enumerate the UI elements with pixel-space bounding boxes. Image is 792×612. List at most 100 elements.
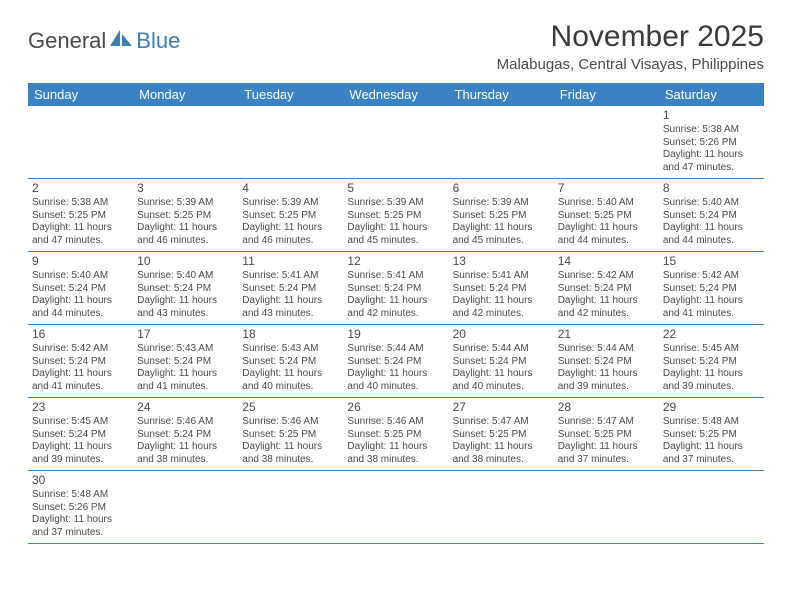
day-ss: Sunset: 5:24 PM <box>347 356 444 369</box>
day-number: 7 <box>558 181 655 196</box>
day-cell: 27Sunrise: 5:47 AMSunset: 5:25 PMDayligh… <box>449 398 554 470</box>
day-d2: and 45 minutes. <box>347 235 444 248</box>
day-ss: Sunset: 5:24 PM <box>663 210 760 223</box>
week-row: 2Sunrise: 5:38 AMSunset: 5:25 PMDaylight… <box>28 179 764 252</box>
day-sr: Sunrise: 5:41 AM <box>453 270 550 283</box>
day-d2: and 39 minutes. <box>32 454 129 467</box>
day-d1: Daylight: 11 hours <box>242 441 339 454</box>
day-cell-empty <box>449 106 554 178</box>
day-sr: Sunrise: 5:39 AM <box>347 197 444 210</box>
day-number: 28 <box>558 400 655 415</box>
day-sr: Sunrise: 5:40 AM <box>32 270 129 283</box>
day-d1: Daylight: 11 hours <box>137 295 234 308</box>
day-d1: Daylight: 11 hours <box>242 295 339 308</box>
day-ss: Sunset: 5:24 PM <box>32 429 129 442</box>
weekday-header: Thursday <box>449 83 554 106</box>
day-cell-empty <box>133 106 238 178</box>
day-cell-empty <box>133 471 238 543</box>
day-d1: Daylight: 11 hours <box>663 368 760 381</box>
day-ss: Sunset: 5:24 PM <box>32 356 129 369</box>
day-number: 10 <box>137 254 234 269</box>
day-sr: Sunrise: 5:47 AM <box>453 416 550 429</box>
day-cell: 12Sunrise: 5:41 AMSunset: 5:24 PMDayligh… <box>343 252 448 324</box>
day-ss: Sunset: 5:25 PM <box>32 210 129 223</box>
day-d2: and 39 minutes. <box>558 381 655 394</box>
day-d2: and 45 minutes. <box>453 235 550 248</box>
day-d2: and 44 minutes. <box>663 235 760 248</box>
day-number: 6 <box>453 181 550 196</box>
day-sr: Sunrise: 5:38 AM <box>663 124 760 137</box>
week-row: 9Sunrise: 5:40 AMSunset: 5:24 PMDaylight… <box>28 252 764 325</box>
day-cell: 20Sunrise: 5:44 AMSunset: 5:24 PMDayligh… <box>449 325 554 397</box>
day-d2: and 39 minutes. <box>663 381 760 394</box>
day-d2: and 38 minutes. <box>242 454 339 467</box>
day-cell: 14Sunrise: 5:42 AMSunset: 5:24 PMDayligh… <box>554 252 659 324</box>
day-d1: Daylight: 11 hours <box>32 368 129 381</box>
weekday-header: Friday <box>554 83 659 106</box>
day-ss: Sunset: 5:25 PM <box>663 429 760 442</box>
day-cell: 4Sunrise: 5:39 AMSunset: 5:25 PMDaylight… <box>238 179 343 251</box>
day-d2: and 47 minutes. <box>32 235 129 248</box>
day-ss: Sunset: 5:24 PM <box>558 283 655 296</box>
day-cell-empty <box>554 471 659 543</box>
day-d1: Daylight: 11 hours <box>558 295 655 308</box>
day-d2: and 38 minutes. <box>347 454 444 467</box>
weekday-header: Monday <box>133 83 238 106</box>
day-ss: Sunset: 5:24 PM <box>453 283 550 296</box>
week-row: 23Sunrise: 5:45 AMSunset: 5:24 PMDayligh… <box>28 398 764 471</box>
day-number: 11 <box>242 254 339 269</box>
brand-sail-icon <box>108 28 134 54</box>
day-cell: 28Sunrise: 5:47 AMSunset: 5:25 PMDayligh… <box>554 398 659 470</box>
day-number: 17 <box>137 327 234 342</box>
day-number: 15 <box>663 254 760 269</box>
weekday-header: Saturday <box>659 83 764 106</box>
day-sr: Sunrise: 5:46 AM <box>242 416 339 429</box>
day-cell: 3Sunrise: 5:39 AMSunset: 5:25 PMDaylight… <box>133 179 238 251</box>
day-ss: Sunset: 5:24 PM <box>137 429 234 442</box>
day-number: 9 <box>32 254 129 269</box>
day-cell-empty <box>554 106 659 178</box>
day-d2: and 41 minutes. <box>32 381 129 394</box>
day-d2: and 42 minutes. <box>347 308 444 321</box>
day-number: 19 <box>347 327 444 342</box>
day-sr: Sunrise: 5:42 AM <box>32 343 129 356</box>
day-sr: Sunrise: 5:45 AM <box>663 343 760 356</box>
day-sr: Sunrise: 5:42 AM <box>558 270 655 283</box>
day-ss: Sunset: 5:24 PM <box>663 356 760 369</box>
day-d2: and 43 minutes. <box>242 308 339 321</box>
day-d1: Daylight: 11 hours <box>558 368 655 381</box>
day-d1: Daylight: 11 hours <box>558 441 655 454</box>
day-ss: Sunset: 5:25 PM <box>453 210 550 223</box>
day-d2: and 40 minutes. <box>347 381 444 394</box>
day-cell: 10Sunrise: 5:40 AMSunset: 5:24 PMDayligh… <box>133 252 238 324</box>
day-d1: Daylight: 11 hours <box>137 368 234 381</box>
day-number: 23 <box>32 400 129 415</box>
day-sr: Sunrise: 5:41 AM <box>242 270 339 283</box>
day-ss: Sunset: 5:24 PM <box>663 283 760 296</box>
day-cell: 6Sunrise: 5:39 AMSunset: 5:25 PMDaylight… <box>449 179 554 251</box>
day-d2: and 41 minutes. <box>137 381 234 394</box>
day-cell: 17Sunrise: 5:43 AMSunset: 5:24 PMDayligh… <box>133 325 238 397</box>
day-d1: Daylight: 11 hours <box>453 295 550 308</box>
day-number: 26 <box>347 400 444 415</box>
week-row: 30Sunrise: 5:48 AMSunset: 5:26 PMDayligh… <box>28 471 764 544</box>
day-number: 5 <box>347 181 444 196</box>
day-d2: and 37 minutes. <box>32 527 129 540</box>
day-d1: Daylight: 11 hours <box>242 222 339 235</box>
day-d1: Daylight: 11 hours <box>32 295 129 308</box>
day-number: 12 <box>347 254 444 269</box>
day-d2: and 44 minutes. <box>32 308 129 321</box>
day-number: 3 <box>137 181 234 196</box>
day-d1: Daylight: 11 hours <box>663 149 760 162</box>
day-number: 13 <box>453 254 550 269</box>
day-d2: and 46 minutes. <box>242 235 339 248</box>
day-d2: and 40 minutes. <box>453 381 550 394</box>
calendar: SundayMondayTuesdayWednesdayThursdayFrid… <box>28 83 764 544</box>
day-cell: 9Sunrise: 5:40 AMSunset: 5:24 PMDaylight… <box>28 252 133 324</box>
day-ss: Sunset: 5:25 PM <box>347 210 444 223</box>
day-sr: Sunrise: 5:44 AM <box>347 343 444 356</box>
day-cell-empty <box>659 471 764 543</box>
day-cell: 8Sunrise: 5:40 AMSunset: 5:24 PMDaylight… <box>659 179 764 251</box>
day-d1: Daylight: 11 hours <box>663 222 760 235</box>
month-title: November 2025 <box>497 20 764 54</box>
